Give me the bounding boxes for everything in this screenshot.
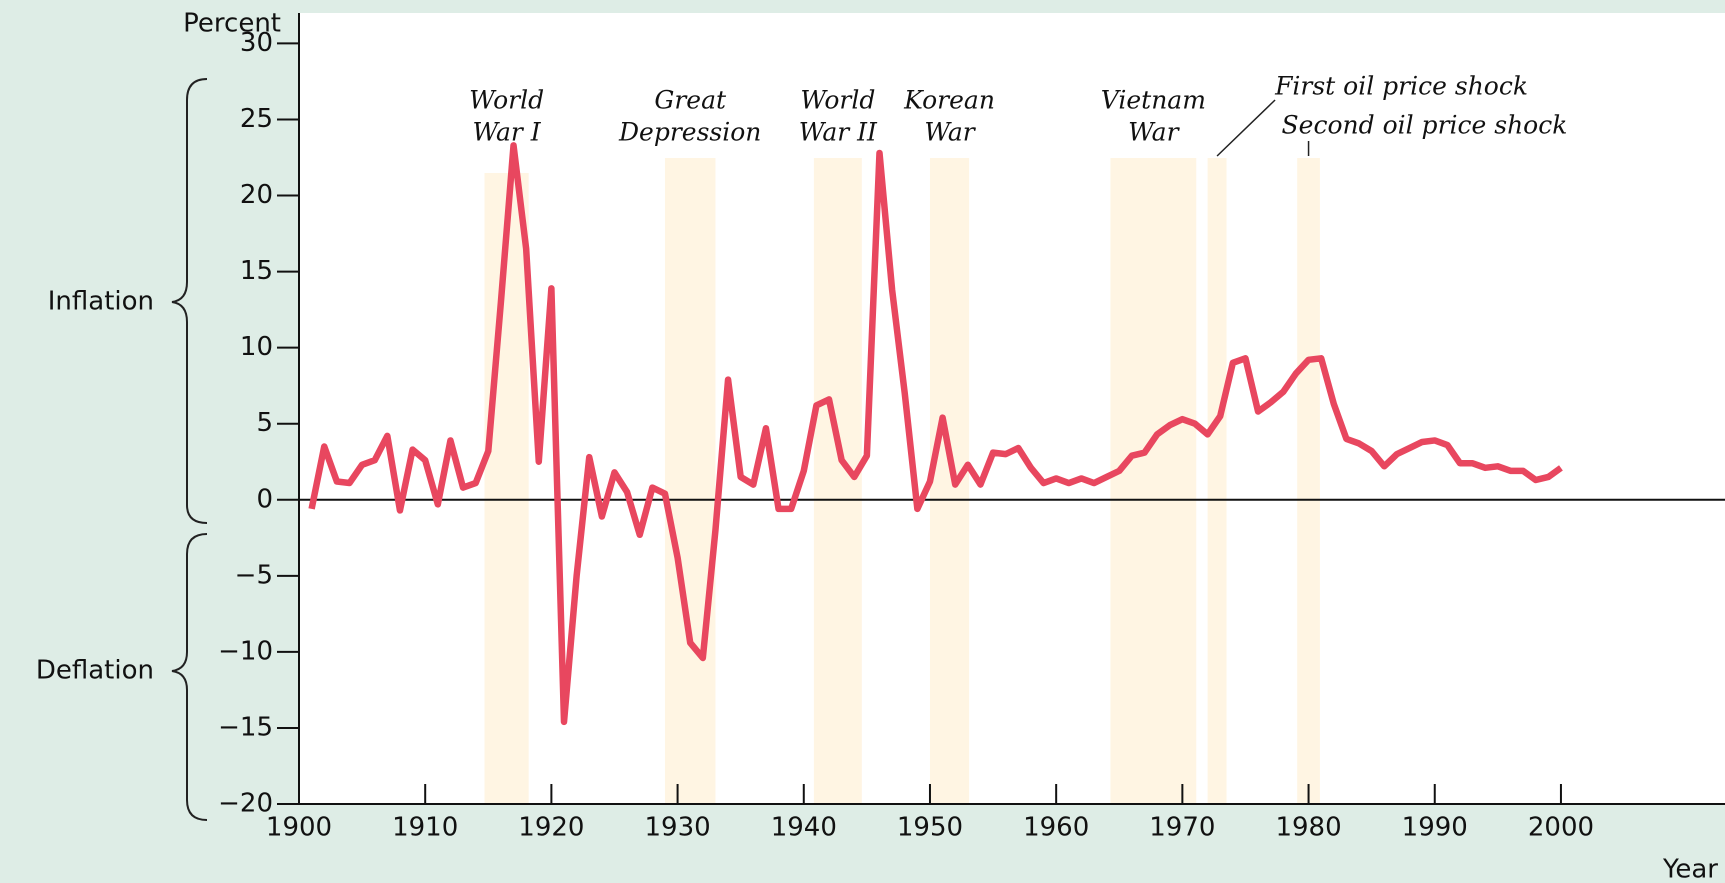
- y-tick-label: −5: [235, 560, 273, 590]
- period-label: Second oil price shock: [1282, 111, 1568, 140]
- period-band: [1110, 158, 1197, 804]
- x-tick-label: 1990: [1402, 813, 1468, 843]
- period-band: [664, 158, 716, 804]
- y-tick-label: 15: [240, 256, 273, 286]
- x-tick-label: 1940: [771, 813, 837, 843]
- y-tick-label: 30: [240, 28, 273, 58]
- period-label: War: [1128, 118, 1180, 147]
- y-tick-label: 25: [240, 104, 273, 134]
- period-band: [929, 158, 970, 804]
- period-label: World: [469, 86, 544, 115]
- inflation-brace: [171, 78, 208, 524]
- x-tick-label: 1950: [897, 813, 963, 843]
- period-label: War I: [472, 118, 541, 147]
- period-label: Depression: [618, 118, 761, 147]
- y-tick-label: −20: [218, 789, 273, 819]
- x-tick-label: 1980: [1275, 813, 1341, 843]
- x-tick-label: 2000: [1528, 813, 1594, 843]
- deflation-brace: [171, 533, 208, 821]
- x-axis-label: Year: [1662, 855, 1718, 883]
- period-band: [1297, 158, 1320, 804]
- period-band: [813, 158, 862, 804]
- period-label: Vietnam: [1101, 86, 1206, 115]
- y-axis-label: Percent: [183, 9, 281, 39]
- deflation-label: Deflation: [36, 656, 154, 686]
- period-label: War: [924, 118, 976, 147]
- period-band: [1207, 158, 1227, 804]
- period-band: [484, 173, 529, 804]
- y-tick-label: 10: [240, 332, 273, 362]
- period-label: War II: [799, 118, 878, 147]
- y-tick-label: −10: [218, 636, 273, 666]
- period-label: Great: [654, 86, 727, 115]
- period-label: World: [800, 86, 875, 115]
- inflation-label: Inflation: [48, 287, 154, 317]
- x-tick-label: 1920: [518, 813, 584, 843]
- period-label: Korean: [903, 86, 995, 115]
- x-tick-label: 1970: [1149, 813, 1215, 843]
- y-tick-label: −15: [218, 712, 273, 742]
- x-tick-label: 1910: [392, 813, 458, 843]
- x-tick-label: 1960: [1023, 813, 1089, 843]
- x-tick-label: 1900: [266, 813, 332, 843]
- y-tick-label: 5: [256, 408, 273, 438]
- leader-line: [1216, 99, 1276, 157]
- period-label: First oil price shock: [1274, 72, 1528, 101]
- y-tick-label: 20: [240, 180, 273, 210]
- series-line: [308, 142, 1563, 726]
- y-tick-label: 0: [256, 484, 273, 514]
- x-tick-label: 1930: [644, 813, 710, 843]
